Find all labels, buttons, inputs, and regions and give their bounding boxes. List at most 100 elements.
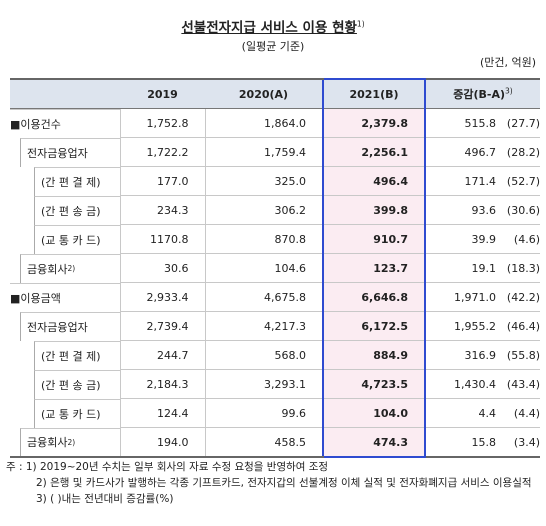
row-label: 전자금융업자 (10, 137, 120, 167)
label-text: 전자금융업자 (27, 146, 88, 160)
cell: 2,256.1 (322, 137, 426, 167)
subtitle: (일평균 기준) (241, 40, 305, 53)
cell: 910.7 (322, 224, 426, 254)
label-box: (교 통 카 드) (34, 398, 120, 428)
change: 1,430.4 (454, 377, 496, 391)
change-rate: (55.8) (506, 348, 540, 362)
note: 3) ( )내는 전년대비 증감률(%) (36, 493, 174, 505)
note: 주 : 1) 2019~20년 수치는 일부 회사의 자료 수정 요청을 반영하… (6, 461, 329, 473)
change-cell: 1,971.0 (42.2) (424, 282, 540, 312)
cell: 99.6 (204, 398, 323, 428)
label-text: (간 편 송 금) (41, 204, 101, 218)
cell: 104.0 (322, 398, 426, 428)
label-box: (간 편 송 금) (34, 195, 120, 225)
row-label: (교 통 카 드) (10, 224, 120, 254)
cell: 3,293.1 (204, 369, 323, 399)
row-label: ■이용금액 (10, 282, 120, 312)
change-rate: (46.4) (506, 319, 540, 333)
table: 2019 2020(A) 2021(B) 증감(B-A)3) ■이용건수 1,752.8… (10, 78, 540, 458)
row: 금융회사 2) 194.0 458.5 474.3 15.8 (3.4) (10, 427, 540, 458)
change-cell: 171.4 (52.7) (424, 166, 540, 196)
change-rate: (27.7) (506, 116, 540, 130)
row: (간 편 결 제) 177.0 325.0 496.4 171.4 (52.7) (10, 166, 540, 196)
title: 선불전자지급 서비스 이용 현황1) (0, 16, 546, 37)
row: (간 편 송 금) 234.3 306.2 399.8 93.6 (30.6) (10, 195, 540, 225)
change-rate: (43.4) (506, 377, 540, 391)
label-box: 전자금융업자 (20, 137, 120, 167)
note: 2) 은행 및 카드사가 발행하는 각종 기프트카드, 전자지갑의 선불계정 이… (36, 477, 532, 489)
cell: 1,752.8 (119, 108, 205, 138)
cell: 194.0 (119, 427, 205, 458)
header-text: 2019 (147, 87, 178, 101)
change-cell: 1,430.4 (43.4) (424, 369, 540, 399)
header-cell: 증감(B-A)3) (425, 78, 540, 109)
label-footnote: 2) (67, 437, 76, 447)
label-box: (간 편 송 금) (34, 369, 120, 399)
label-text: 전자금융업자 (27, 320, 88, 334)
change-cell: 19.1 (18.3) (424, 253, 540, 283)
cell: 2,739.4 (119, 311, 205, 341)
cell: 458.5 (204, 427, 323, 458)
change-rate: (52.7) (506, 174, 540, 188)
cell: 1,722.2 (119, 137, 205, 167)
header-cell (10, 78, 120, 109)
label-text: 금융회사 (27, 436, 68, 450)
cell: 234.3 (119, 195, 205, 225)
cell: 6,172.5 (322, 311, 426, 341)
change-cell: 316.9 (55.8) (424, 340, 540, 370)
label-text: 금융회사 (27, 262, 68, 276)
header-cell: 2020(A) (205, 78, 323, 109)
cell: 4,217.3 (204, 311, 323, 341)
row: ■이용건수 1,752.8 1,864.0 2,379.8 515.8 (27.7) (10, 108, 540, 138)
change-rate: (30.6) (506, 203, 540, 217)
row-label: 전자금융업자 (10, 311, 120, 341)
change-rate: (28.2) (506, 145, 540, 159)
unit: (만건, 억원) (479, 56, 536, 69)
label-text: (간 편 송 금) (41, 378, 101, 392)
row-label: (교 통 카 드) (10, 398, 120, 428)
header-text: 2020(A) (238, 87, 289, 101)
label-box: 금융회사 2) (20, 427, 120, 456)
cell: 124.4 (119, 398, 205, 428)
cell: 1,864.0 (204, 108, 323, 138)
label-footnote: 2) (67, 264, 76, 273)
label-box: (간 편 결 제) (34, 340, 120, 370)
row-label: (간 편 결 제) (10, 166, 120, 196)
cell: 177.0 (119, 166, 205, 196)
label-box: ■이용건수 (10, 109, 120, 138)
row: ■이용금액 2,933.4 4,675.8 6,646.8 1,971.0 (42.2) (10, 282, 540, 312)
row: (교 통 카 드) 124.4 99.6 104.0 4.4 (4.4) (10, 398, 540, 428)
header-cell: 2021(B) (322, 78, 426, 109)
cell: 2,379.8 (322, 108, 426, 138)
row: (교 통 카 드) 1170.8 870.8 910.7 39.9 (4.6) (10, 224, 540, 254)
cell: 306.2 (204, 195, 323, 225)
row: 전자금융업자 1,722.2 1,759.4 2,256.1 496.7 (28.2) (10, 137, 540, 167)
label-box: 금융회사 2) (20, 253, 120, 283)
cell: 30.6 (119, 253, 205, 283)
change-cell: 4.4 (4.4) (424, 398, 540, 428)
cell: 399.8 (322, 195, 426, 225)
change-cell: 39.9 (4.6) (424, 224, 540, 254)
label-text: (교 통 카 드) (41, 233, 101, 247)
cell: 325.0 (204, 166, 323, 196)
label-box: 전자금융업자 (20, 311, 120, 341)
change-rate: (4.4) (513, 406, 540, 420)
cell: 4,723.5 (322, 369, 426, 399)
header-text: 증감(B-A) (453, 88, 506, 101)
row-label: ■이용건수 (10, 109, 120, 138)
header-footnote: 3) (505, 86, 513, 96)
cell: 870.8 (204, 224, 323, 254)
row-label: (간 편 결 제) (10, 340, 120, 370)
label-text: ■이용건수 (10, 117, 61, 131)
label-box: (교 통 카 드) (34, 224, 120, 254)
change: 93.6 (471, 203, 497, 217)
label-box: ■이용금액 (10, 282, 120, 312)
change: 496.7 (464, 145, 497, 159)
change-cell: 15.8 (3.4) (424, 427, 540, 458)
cell: 496.4 (322, 166, 426, 196)
change-rate: (4.6) (513, 232, 540, 246)
row-label: (간 편 송 금) (10, 195, 120, 225)
label-text: (교 통 카 드) (41, 407, 101, 421)
row-label: 금융회사 2) (10, 253, 120, 283)
cell: 2,184.3 (119, 369, 205, 399)
